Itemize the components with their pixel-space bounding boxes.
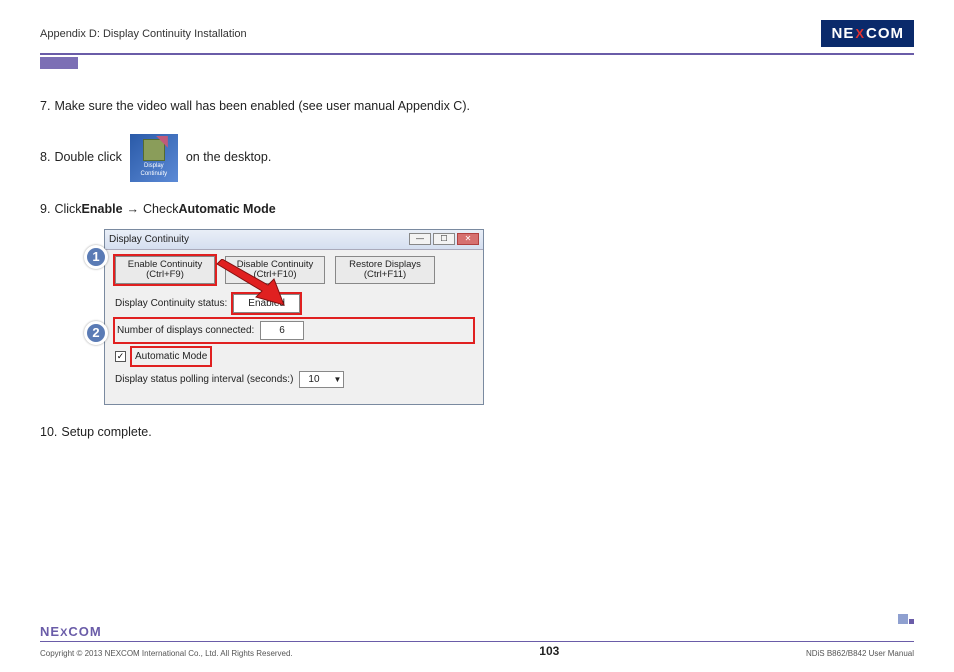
brand-logo: NEXCOM: [821, 20, 914, 47]
step-10: 10. Setup complete.: [40, 423, 914, 442]
callout-1: 1: [84, 245, 108, 269]
btn-shortcut: (Ctrl+F10): [232, 270, 318, 280]
automatic-mode-label: Automatic Mode: [132, 348, 210, 365]
icon-label-1: Display: [144, 163, 164, 169]
polling-interval-label: Display status polling interval (seconds…: [115, 372, 293, 387]
status-value: Enabled: [233, 294, 300, 313]
header-divider: [40, 53, 914, 55]
status-label: Display Continuity status:: [115, 296, 227, 311]
screenshot-figure: 1 2 Display Continuity — ☐ ✕ Enable Cont…: [84, 229, 484, 406]
step-text-post: on the desktop.: [186, 148, 271, 167]
step-text: Setup complete.: [61, 423, 151, 442]
app-window: Display Continuity — ☐ ✕ Enable Continui…: [104, 229, 484, 406]
close-button[interactable]: ✕: [457, 233, 479, 245]
display-continuity-desktop-icon: Display Continuity: [130, 134, 178, 182]
chevron-down-icon: ▼: [334, 374, 342, 386]
icon-label-2: Continuity: [140, 171, 167, 177]
btn-shortcut: (Ctrl+F11): [342, 270, 428, 280]
step-text-mid: Check: [143, 200, 178, 219]
arrow-glyph: →: [127, 200, 140, 219]
logo-part-right: COM: [866, 25, 904, 42]
page-number: 103: [293, 644, 806, 658]
footer-ornament: [898, 614, 914, 624]
step-8: 8. Double click Display Continuity on th…: [40, 134, 914, 182]
restore-displays-button[interactable]: Restore Displays (Ctrl+F11): [335, 256, 435, 285]
automatic-mode-checkbox[interactable]: ✓: [115, 351, 126, 362]
logo-part-x: X: [855, 26, 865, 41]
side-tab: [40, 57, 78, 69]
step-number: 7.: [40, 97, 50, 116]
step-number: 10.: [40, 423, 57, 442]
copyright-text: Copyright © 2013 NEXCOM International Co…: [40, 649, 293, 658]
breadcrumb: Appendix D: Display Continuity Installat…: [40, 28, 247, 40]
displays-count-value: 6: [260, 321, 304, 340]
logo-part-left: NE: [831, 25, 854, 42]
step-number: 8.: [40, 148, 50, 167]
maximize-button[interactable]: ☐: [433, 233, 455, 245]
dropdown-value: 10: [308, 372, 319, 387]
minimize-button[interactable]: —: [409, 233, 431, 245]
step-9: 9. Click Enable → Check Automatic Mode: [40, 200, 914, 219]
manual-name: NDiS B862/B842 User Manual: [806, 649, 914, 658]
window-title: Display Continuity: [109, 232, 189, 247]
window-titlebar: Display Continuity — ☐ ✕: [105, 230, 483, 250]
polling-interval-dropdown[interactable]: 10 ▼: [299, 371, 344, 388]
step-text-pre: Double click: [54, 148, 121, 167]
step-text-pre: Click: [54, 200, 81, 219]
step-bold-automode: Automatic Mode: [178, 200, 275, 219]
step-text: Make sure the video wall has been enable…: [54, 97, 470, 116]
step-number: 9.: [40, 200, 50, 219]
enable-continuity-button[interactable]: Enable Continuity (Ctrl+F9): [115, 256, 215, 285]
disable-continuity-button[interactable]: Disable Continuity (Ctrl+F10): [225, 256, 325, 285]
step-7: 7. Make sure the video wall has been ena…: [40, 97, 914, 116]
step-bold-enable: Enable: [82, 200, 123, 219]
btn-shortcut: (Ctrl+F9): [122, 270, 208, 280]
callout-2: 2: [84, 321, 108, 345]
footer-logo: NEXCOM: [40, 624, 914, 639]
displays-count-label: Number of displays connected:: [117, 323, 254, 338]
page-footer: NEXCOM Copyright © 2013 NEXCOM Internati…: [40, 624, 914, 658]
